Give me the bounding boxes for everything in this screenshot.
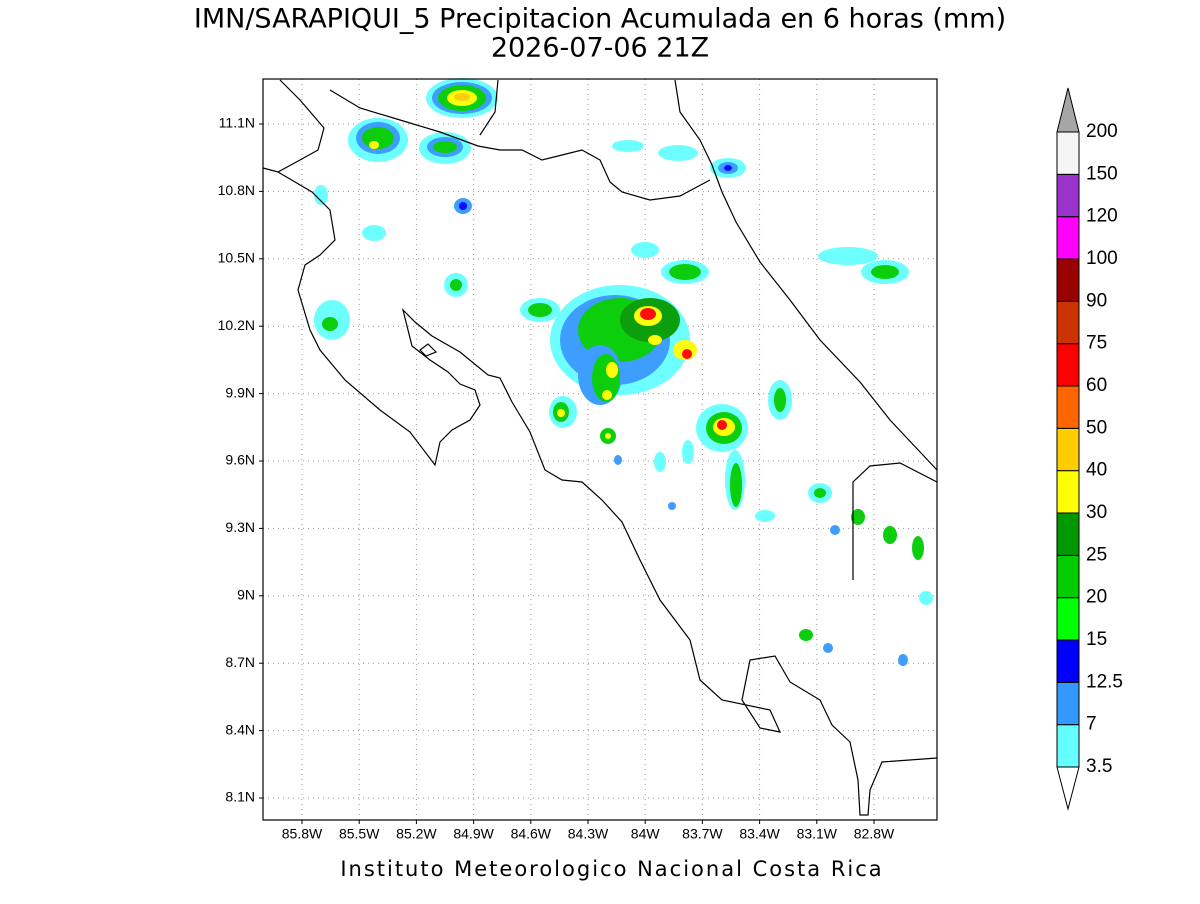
colorbar-bin — [1056, 554, 1080, 599]
colorbar — [1056, 87, 1080, 811]
colorbar-label: 75 — [1086, 333, 1107, 354]
colorbar-label: 20 — [1086, 587, 1107, 608]
precipitation — [314, 78, 933, 666]
lat-tick-label: 8.7N — [225, 654, 255, 670]
map-frame — [262, 78, 938, 821]
colorbar-bin — [1056, 512, 1080, 556]
colorbar-bin — [1056, 681, 1080, 726]
colorbar-label: 90 — [1086, 290, 1107, 311]
colorbar-over — [1056, 87, 1080, 133]
lon-tick-label: 84.6W — [511, 826, 552, 842]
colorbar-label: 40 — [1086, 460, 1107, 481]
colorbar-label: 7 — [1086, 714, 1097, 735]
lon-tick-label: 85.8W — [282, 826, 323, 842]
colorbar-bin — [1056, 724, 1080, 768]
footer: Instituto Meteorologico Nacional Costa R… — [340, 857, 883, 881]
colorbar-bin — [1056, 385, 1080, 429]
rain-blob — [314, 78, 933, 666]
lat-tick-label: 8.1N — [225, 789, 255, 805]
colorbar-label: 100 — [1086, 248, 1118, 269]
lat-tick-label: 11.1N — [219, 115, 255, 131]
lon-tick-label: 83.1W — [797, 826, 838, 842]
colorbar-label: 120 — [1086, 206, 1118, 227]
lat-tick-label: 9.6N — [225, 452, 255, 468]
colorbar-under — [1056, 766, 1080, 811]
lon-tick-label: 83.7W — [682, 826, 723, 842]
colorbar-bin — [1056, 131, 1080, 175]
colorbar-label: 15 — [1086, 629, 1107, 650]
colorbar-bin — [1056, 216, 1080, 260]
grid — [259, 79, 937, 824]
lat-tick-label: 10.8N — [218, 182, 255, 198]
lat-tick-label: 10.5N — [218, 250, 255, 266]
coastlines — [262, 79, 938, 816]
lat-tick-label: 8.4N — [225, 721, 255, 737]
lon-tick-label: 84.3W — [568, 826, 609, 842]
lon-tick-label: 85.5W — [339, 826, 380, 842]
lon-tick-label: 82.8W — [854, 826, 895, 842]
lat-tick-label: 9.9N — [225, 384, 255, 400]
colorbar-label: 25 — [1086, 544, 1107, 565]
lon-tick-label: 84W — [631, 826, 661, 842]
subtitle: 2026-07-06 21Z — [491, 33, 709, 64]
colorbar-label: 60 — [1086, 375, 1107, 396]
lat-tick-label: 9N — [237, 587, 255, 603]
colorbar-label: 3.5 — [1086, 756, 1112, 777]
colorbar-label: 50 — [1086, 417, 1107, 438]
colorbar-bin — [1056, 258, 1080, 302]
colorbar-bin — [1056, 173, 1080, 218]
lat-tick-label: 10.2N — [218, 317, 255, 333]
colorbar-label: 30 — [1086, 502, 1107, 523]
colorbar-bin — [1056, 427, 1080, 472]
colorbar-bin — [1056, 300, 1080, 345]
colorbar-bin — [1056, 470, 1080, 514]
colorbar-label: 200 — [1086, 121, 1118, 142]
lon-tick-label: 83.4W — [739, 826, 780, 842]
lat-tick-label: 9.3N — [225, 519, 255, 535]
colorbar-bin — [1056, 343, 1080, 387]
lon-tick-label: 85.2W — [396, 826, 437, 842]
colorbar-label: 12.5 — [1086, 671, 1123, 692]
colorbar-bin — [1056, 639, 1080, 683]
title: IMN/SARAPIQUI_5 Precipitacion Acumulada … — [194, 4, 1006, 35]
lon-tick-label: 84.9W — [453, 826, 494, 842]
colorbar-bin — [1056, 597, 1080, 641]
colorbar-label: 150 — [1086, 163, 1118, 184]
